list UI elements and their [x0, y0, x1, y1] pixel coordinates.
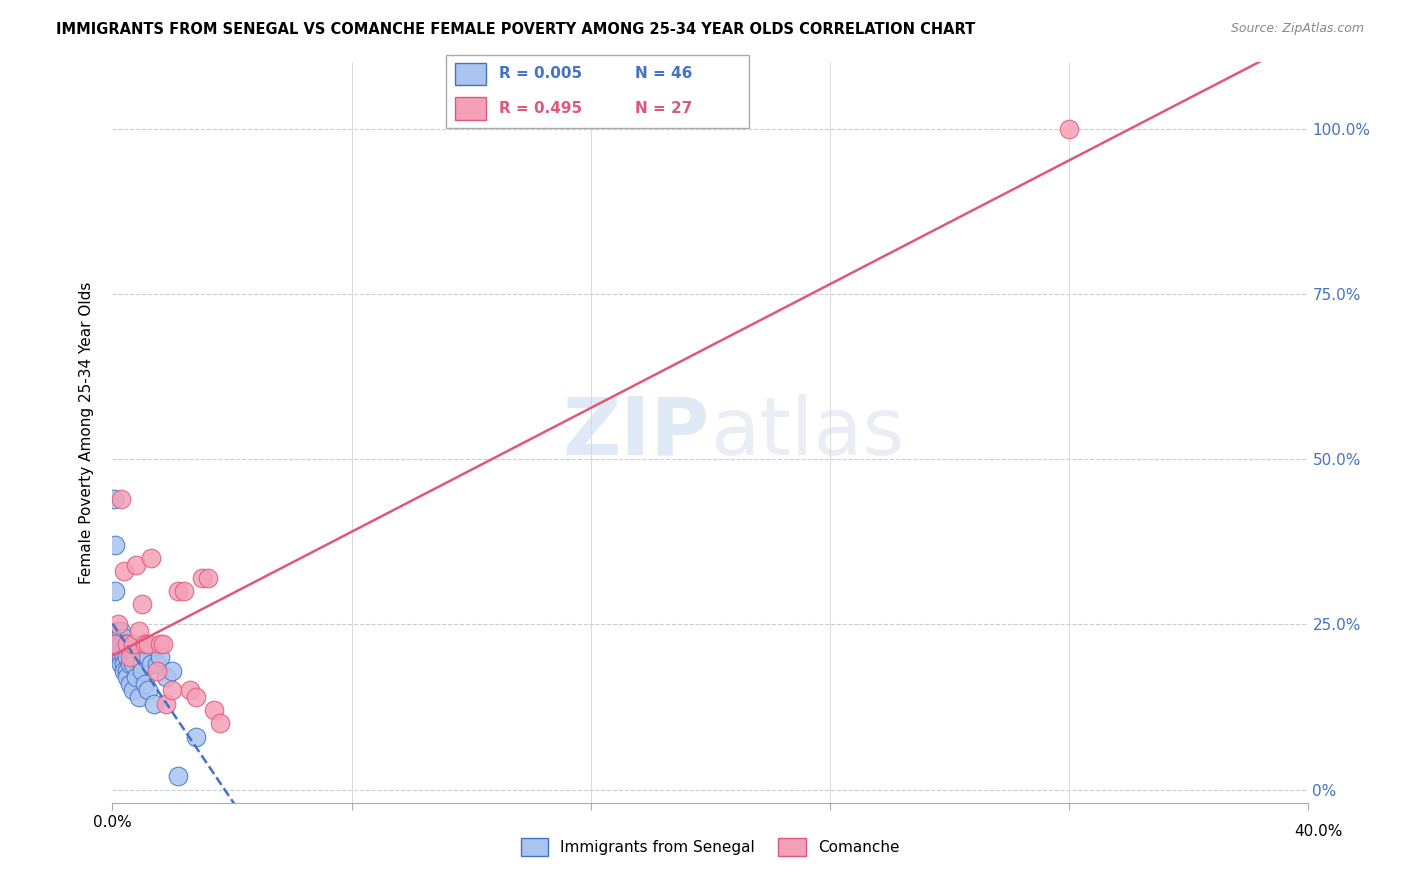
Point	[167, 769, 190, 783]
Point	[120, 644, 142, 658]
Point	[107, 637, 129, 651]
Point	[110, 624, 132, 638]
Point	[107, 617, 129, 632]
Point	[125, 670, 148, 684]
Point	[202, 703, 225, 717]
Point	[141, 551, 163, 566]
Point	[114, 650, 135, 665]
Point	[209, 716, 232, 731]
Point	[114, 631, 135, 645]
Text: 40.0%: 40.0%	[1295, 824, 1343, 838]
Point	[162, 683, 183, 698]
Point	[128, 644, 150, 658]
Point	[134, 650, 156, 665]
Point	[155, 670, 177, 684]
Point	[117, 670, 139, 684]
Text: Source: ZipAtlas.com: Source: ZipAtlas.com	[1230, 22, 1364, 36]
Point	[191, 571, 214, 585]
FancyBboxPatch shape	[456, 62, 486, 86]
Point	[120, 677, 142, 691]
Point	[146, 657, 169, 671]
Point	[197, 571, 219, 585]
Point	[131, 598, 153, 612]
Point	[152, 637, 174, 651]
Point	[104, 538, 127, 552]
Point	[110, 491, 132, 506]
Point	[149, 650, 172, 665]
Point	[110, 637, 132, 651]
Point	[117, 664, 139, 678]
Point	[141, 657, 163, 671]
Point	[131, 644, 153, 658]
Point	[122, 637, 145, 651]
Point	[117, 637, 139, 651]
Point	[104, 584, 127, 599]
Point	[110, 637, 132, 651]
Point	[186, 690, 208, 704]
Point	[122, 650, 145, 665]
Point	[173, 584, 195, 599]
Point	[104, 637, 127, 651]
Point	[122, 683, 145, 698]
Text: N = 27: N = 27	[634, 102, 692, 116]
Point	[1057, 121, 1080, 136]
Point	[128, 690, 150, 704]
Point	[138, 650, 160, 665]
Point	[179, 683, 201, 698]
Point	[131, 657, 153, 671]
Point	[149, 637, 172, 651]
Point	[110, 657, 132, 671]
Point	[114, 637, 135, 651]
Point	[162, 664, 183, 678]
FancyBboxPatch shape	[446, 55, 749, 128]
FancyBboxPatch shape	[456, 97, 486, 120]
Point	[134, 677, 156, 691]
Text: atlas: atlas	[710, 393, 904, 472]
Point	[114, 664, 135, 678]
Point	[120, 657, 142, 671]
Point	[114, 565, 135, 579]
Point	[143, 697, 166, 711]
Point	[155, 697, 177, 711]
Point	[125, 558, 148, 572]
Text: R = 0.495: R = 0.495	[499, 102, 582, 116]
Point	[128, 624, 150, 638]
Point	[103, 491, 125, 506]
Point	[107, 644, 129, 658]
Point	[122, 657, 145, 671]
Text: N = 46: N = 46	[634, 67, 692, 81]
Point	[107, 624, 129, 638]
Point	[138, 683, 160, 698]
Point	[167, 584, 190, 599]
Text: R = 0.005: R = 0.005	[499, 67, 582, 81]
Point	[114, 657, 135, 671]
Text: ZIP: ZIP	[562, 393, 710, 472]
Point	[107, 631, 129, 645]
Point	[138, 637, 160, 651]
Legend: Immigrants from Senegal, Comanche: Immigrants from Senegal, Comanche	[515, 832, 905, 862]
Y-axis label: Female Poverty Among 25-34 Year Olds: Female Poverty Among 25-34 Year Olds	[79, 282, 94, 583]
Point	[125, 650, 148, 665]
Point	[131, 664, 153, 678]
Point	[120, 650, 142, 665]
Point	[186, 730, 208, 744]
Point	[117, 637, 139, 651]
Point	[110, 650, 132, 665]
Point	[117, 650, 139, 665]
Point	[146, 664, 169, 678]
Point	[134, 637, 156, 651]
Text: IMMIGRANTS FROM SENEGAL VS COMANCHE FEMALE POVERTY AMONG 25-34 YEAR OLDS CORRELA: IMMIGRANTS FROM SENEGAL VS COMANCHE FEMA…	[56, 22, 976, 37]
